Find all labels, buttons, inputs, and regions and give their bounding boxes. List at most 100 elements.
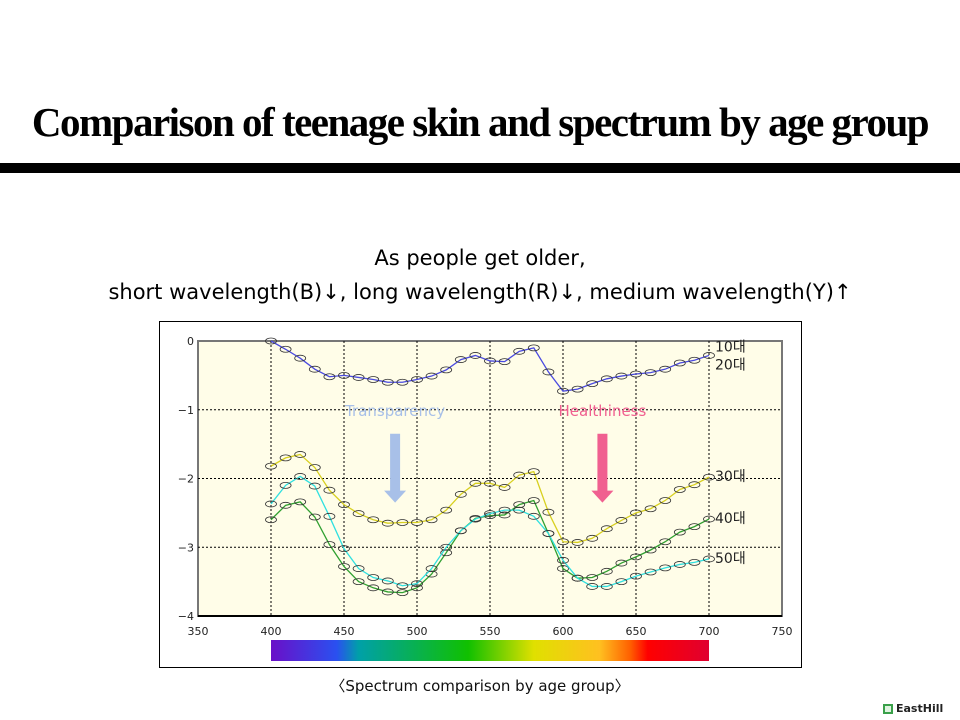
data-point bbox=[615, 559, 628, 567]
data-point bbox=[454, 527, 467, 535]
data-point bbox=[703, 352, 715, 359]
data-point bbox=[338, 545, 350, 553]
spectrum-bar bbox=[271, 640, 709, 661]
series-label: 40대 bbox=[715, 511, 746, 527]
data-point bbox=[571, 574, 584, 582]
data-point bbox=[644, 546, 657, 554]
data-point bbox=[381, 378, 394, 386]
data-point bbox=[527, 512, 540, 520]
data-point bbox=[425, 372, 438, 380]
data-point bbox=[703, 515, 715, 523]
data-point bbox=[265, 500, 277, 508]
data-point bbox=[688, 558, 701, 566]
data-point bbox=[469, 479, 482, 487]
data-point bbox=[279, 454, 292, 462]
data-point bbox=[673, 486, 686, 493]
data-point bbox=[454, 490, 467, 498]
data-point bbox=[571, 385, 584, 393]
data-point bbox=[586, 380, 599, 388]
annotation-label: Healthiness bbox=[559, 402, 647, 420]
data-point bbox=[411, 519, 423, 526]
data-point bbox=[425, 516, 438, 524]
data-point bbox=[323, 486, 336, 494]
data-point bbox=[498, 484, 511, 491]
series-label: 30대 bbox=[715, 469, 746, 485]
data-point bbox=[527, 344, 540, 352]
y-tick-label: 0 bbox=[187, 335, 194, 348]
x-tick-label: 650 bbox=[626, 625, 647, 638]
data-point bbox=[644, 568, 657, 576]
data-point bbox=[513, 506, 526, 514]
data-point bbox=[411, 580, 423, 588]
data-point bbox=[367, 376, 380, 383]
data-point bbox=[396, 589, 409, 597]
data-point bbox=[352, 510, 365, 517]
data-point bbox=[615, 578, 628, 586]
data-point bbox=[352, 374, 365, 381]
data-point bbox=[484, 510, 496, 517]
data-point bbox=[513, 347, 526, 355]
data-point bbox=[381, 519, 394, 527]
data-point bbox=[586, 574, 599, 581]
data-point bbox=[265, 462, 277, 470]
x-tick-label: 550 bbox=[480, 625, 501, 638]
data-point bbox=[484, 479, 496, 487]
subtitle-line-1: As people get older, bbox=[374, 246, 586, 270]
data-point bbox=[600, 375, 613, 383]
x-tick-label: 600 bbox=[553, 625, 574, 638]
data-point bbox=[338, 563, 350, 570]
data-point bbox=[498, 506, 511, 514]
data-point bbox=[469, 352, 482, 359]
data-point bbox=[308, 513, 321, 521]
x-tick-label: 750 bbox=[772, 625, 793, 638]
series-label: 10대 bbox=[715, 339, 746, 355]
logo-text: EastHill bbox=[896, 702, 944, 715]
data-point bbox=[557, 387, 569, 395]
chart-caption: 〈Spectrum comparison by age group〉 bbox=[330, 677, 630, 695]
series-line-0 bbox=[270, 340, 710, 392]
data-point bbox=[557, 565, 569, 572]
data-point bbox=[396, 519, 409, 526]
data-point bbox=[644, 369, 657, 377]
data-point bbox=[352, 578, 365, 586]
logo-icon bbox=[883, 703, 893, 714]
data-point bbox=[659, 538, 672, 546]
subtitle-line-2: short wavelength(B)↓, long wavelength(R)… bbox=[108, 280, 852, 304]
y-tick-label: −2 bbox=[178, 473, 194, 486]
annotation-label: Transparency bbox=[344, 402, 445, 420]
x-tick-label: 450 bbox=[334, 625, 355, 638]
page-title: Comparison of teenage skin and spectrum … bbox=[31, 99, 930, 145]
data-point bbox=[440, 543, 453, 551]
x-tick-label: 500 bbox=[407, 625, 428, 638]
data-point bbox=[703, 555, 715, 563]
data-point bbox=[294, 451, 307, 458]
data-point bbox=[498, 511, 511, 519]
data-point bbox=[615, 372, 628, 380]
data-point bbox=[498, 358, 511, 366]
data-point bbox=[279, 345, 292, 353]
data-point bbox=[425, 565, 438, 572]
data-point bbox=[542, 530, 555, 537]
x-tick-label: 700 bbox=[699, 625, 720, 638]
data-point bbox=[294, 354, 307, 362]
data-point bbox=[411, 584, 423, 592]
y-tick-label: −3 bbox=[178, 541, 194, 554]
data-point bbox=[557, 538, 569, 546]
x-tick-label: 400 bbox=[261, 625, 282, 638]
data-point bbox=[440, 366, 453, 374]
data-point bbox=[367, 516, 380, 524]
data-point bbox=[323, 541, 336, 548]
data-point bbox=[381, 577, 394, 585]
data-point bbox=[688, 481, 701, 489]
data-point bbox=[308, 482, 321, 490]
data-point bbox=[571, 539, 584, 546]
data-point bbox=[513, 471, 526, 479]
data-point bbox=[308, 464, 321, 471]
chart-frame bbox=[159, 321, 802, 668]
data-point bbox=[265, 516, 277, 524]
data-point bbox=[367, 584, 380, 592]
x-tick-label: 350 bbox=[188, 625, 209, 638]
data-point bbox=[703, 473, 715, 481]
data-point bbox=[659, 365, 672, 373]
series-line-3 bbox=[270, 475, 710, 588]
